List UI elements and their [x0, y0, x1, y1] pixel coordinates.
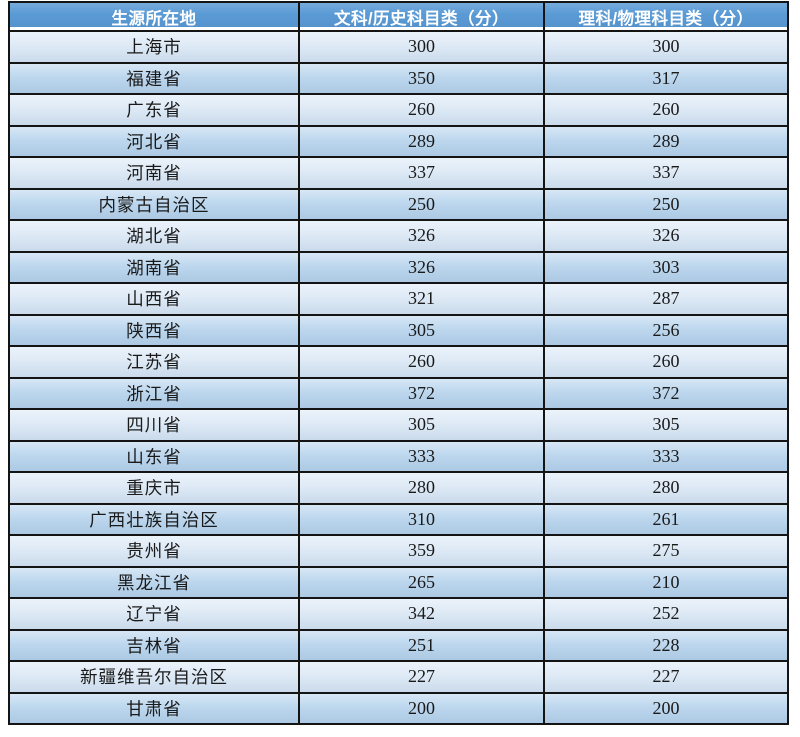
- province-cell: 新疆维吾尔自治区: [8, 660, 300, 694]
- arts-score-cell: 300: [298, 30, 545, 64]
- arts-score-cell: 305: [298, 313, 545, 347]
- arts-score-cell: 260: [298, 93, 545, 127]
- table-body: 上海市 300 300 福建省 350 317 广东省 260 260 河北省 …: [8, 30, 789, 725]
- arts-score-cell: 359: [298, 534, 545, 568]
- province-cell: 贵州省: [8, 534, 300, 568]
- science-score-cell: 317: [543, 61, 789, 95]
- science-score-cell: 303: [543, 250, 789, 284]
- province-cell: 山西省: [8, 282, 300, 316]
- arts-score-cell: 227: [298, 660, 545, 694]
- science-score-cell: 250: [543, 187, 789, 221]
- admission-score-table: 生源所在地 文科/历史科目类（分） 理科/物理科目类（分） 上海市 300 30…: [8, 1, 789, 725]
- province-cell: 山东省: [8, 439, 300, 473]
- table-row: 福建省 350 317: [8, 61, 789, 95]
- arts-score-cell: 260: [298, 345, 545, 379]
- table-row: 广西壮族自治区 310 261: [8, 502, 789, 536]
- province-cell: 湖北省: [8, 219, 300, 253]
- table-row: 江苏省 260 260: [8, 345, 789, 379]
- table-row: 黑龙江省 265 210: [8, 565, 789, 599]
- province-cell: 广西壮族自治区: [8, 502, 300, 536]
- province-cell: 内蒙古自治区: [8, 187, 300, 221]
- science-score-cell: 210: [543, 565, 789, 599]
- province-cell: 甘肃省: [8, 691, 300, 725]
- science-score-cell: 200: [543, 691, 789, 725]
- science-score-cell: 305: [543, 408, 789, 442]
- province-cell: 浙江省: [8, 376, 300, 410]
- province-cell: 四川省: [8, 408, 300, 442]
- table-row: 吉林省 251 228: [8, 628, 789, 662]
- science-score-cell: 260: [543, 93, 789, 127]
- science-score-cell: 260: [543, 345, 789, 379]
- arts-score-cell: 372: [298, 376, 545, 410]
- arts-score-cell: 326: [298, 250, 545, 284]
- table-row: 山东省 333 333: [8, 439, 789, 473]
- column-header-science-score: 理科/物理科目类（分）: [543, 1, 789, 32]
- arts-score-cell: 337: [298, 156, 545, 190]
- province-cell: 福建省: [8, 61, 300, 95]
- table-header: 生源所在地 文科/历史科目类（分） 理科/物理科目类（分）: [8, 1, 789, 32]
- column-header-province: 生源所在地: [8, 1, 300, 32]
- science-score-cell: 300: [543, 30, 789, 64]
- table-row: 湖北省 326 326: [8, 219, 789, 253]
- science-score-cell: 228: [543, 628, 789, 662]
- arts-score-cell: 280: [298, 471, 545, 505]
- arts-score-cell: 200: [298, 691, 545, 725]
- table-row: 甘肃省 200 200: [8, 691, 789, 725]
- table-row: 上海市 300 300: [8, 30, 789, 64]
- science-score-cell: 372: [543, 376, 789, 410]
- province-cell: 陕西省: [8, 313, 300, 347]
- column-header-arts-score: 文科/历史科目类（分）: [298, 1, 545, 32]
- arts-score-cell: 265: [298, 565, 545, 599]
- province-cell: 江苏省: [8, 345, 300, 379]
- science-score-cell: 275: [543, 534, 789, 568]
- province-cell: 黑龙江省: [8, 565, 300, 599]
- table-row: 湖南省 326 303: [8, 250, 789, 284]
- table-row: 贵州省 359 275: [8, 534, 789, 568]
- arts-score-cell: 350: [298, 61, 545, 95]
- arts-score-cell: 310: [298, 502, 545, 536]
- province-cell: 吉林省: [8, 628, 300, 662]
- table-row: 重庆市 280 280: [8, 471, 789, 505]
- science-score-cell: 337: [543, 156, 789, 190]
- science-score-cell: 333: [543, 439, 789, 473]
- arts-score-cell: 321: [298, 282, 545, 316]
- science-score-cell: 287: [543, 282, 789, 316]
- table-row: 辽宁省 342 252: [8, 597, 789, 631]
- table-row: 四川省 305 305: [8, 408, 789, 442]
- science-score-cell: 256: [543, 313, 789, 347]
- province-cell: 河北省: [8, 124, 300, 158]
- table-row: 山西省 321 287: [8, 282, 789, 316]
- province-cell: 广东省: [8, 93, 300, 127]
- science-score-cell: 227: [543, 660, 789, 694]
- arts-score-cell: 326: [298, 219, 545, 253]
- arts-score-cell: 251: [298, 628, 545, 662]
- header-row: 生源所在地 文科/历史科目类（分） 理科/物理科目类（分）: [8, 1, 789, 32]
- table-row: 新疆维吾尔自治区 227 227: [8, 660, 789, 694]
- province-cell: 上海市: [8, 30, 300, 64]
- province-cell: 河南省: [8, 156, 300, 190]
- table-row: 浙江省 372 372: [8, 376, 789, 410]
- science-score-cell: 280: [543, 471, 789, 505]
- table-row: 河北省 289 289: [8, 124, 789, 158]
- table-row: 内蒙古自治区 250 250: [8, 187, 789, 221]
- table-row: 河南省 337 337: [8, 156, 789, 190]
- province-cell: 湖南省: [8, 250, 300, 284]
- science-score-cell: 326: [543, 219, 789, 253]
- science-score-cell: 261: [543, 502, 789, 536]
- arts-score-cell: 342: [298, 597, 545, 631]
- science-score-cell: 289: [543, 124, 789, 158]
- table-row: 广东省 260 260: [8, 93, 789, 127]
- province-cell: 辽宁省: [8, 597, 300, 631]
- arts-score-cell: 305: [298, 408, 545, 442]
- arts-score-cell: 333: [298, 439, 545, 473]
- science-score-cell: 252: [543, 597, 789, 631]
- arts-score-cell: 289: [298, 124, 545, 158]
- table-row: 陕西省 305 256: [8, 313, 789, 347]
- arts-score-cell: 250: [298, 187, 545, 221]
- province-cell: 重庆市: [8, 471, 300, 505]
